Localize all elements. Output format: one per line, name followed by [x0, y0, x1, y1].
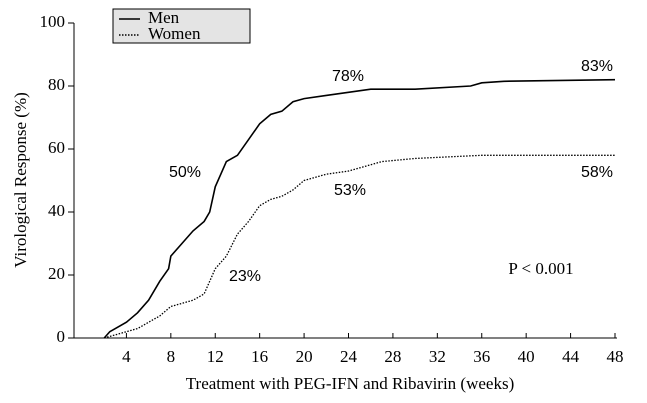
x-tick-label: 20 [296, 347, 313, 366]
annotation: 58% [581, 164, 613, 181]
x-tick-label: 36 [473, 347, 490, 366]
annotation: 50% [169, 164, 201, 181]
x-tick-label: 24 [340, 347, 358, 366]
annotation: 83% [581, 58, 613, 75]
x-axis-label: Treatment with PEG-IFN and Ribavirin (we… [186, 374, 514, 393]
annotation: P < 0.001 [508, 259, 573, 278]
y-axis-label: Virological Response (%) [11, 92, 30, 268]
series-line [103, 78, 616, 339]
legend-box [112, 8, 251, 44]
x-tick-label: 4 [122, 347, 131, 366]
y-tick-label: 0 [57, 327, 66, 346]
annotation: 23% [229, 268, 261, 285]
x-tick-label: 32 [429, 347, 446, 366]
x-tick-label: 12 [207, 347, 224, 366]
series-line [104, 154, 615, 339]
y-tick-label: 20 [48, 264, 65, 283]
x-tick-label: 48 [607, 347, 624, 366]
x-tick-label: 16 [251, 347, 268, 366]
x-tick-label: 40 [518, 347, 535, 366]
x-tick-label: 28 [384, 347, 401, 366]
x-tick-label: 44 [562, 347, 580, 366]
y-tick-label: 100 [40, 12, 66, 31]
legend-label: Women [148, 24, 201, 43]
legend-label: Men [148, 8, 180, 27]
annotation: 53% [334, 182, 366, 199]
y-tick-label: 80 [48, 75, 65, 94]
y-tick-label: 60 [48, 138, 65, 157]
x-tick-label: 8 [167, 347, 176, 366]
annotation: 78% [332, 68, 364, 85]
y-tick-label: 40 [48, 201, 65, 220]
